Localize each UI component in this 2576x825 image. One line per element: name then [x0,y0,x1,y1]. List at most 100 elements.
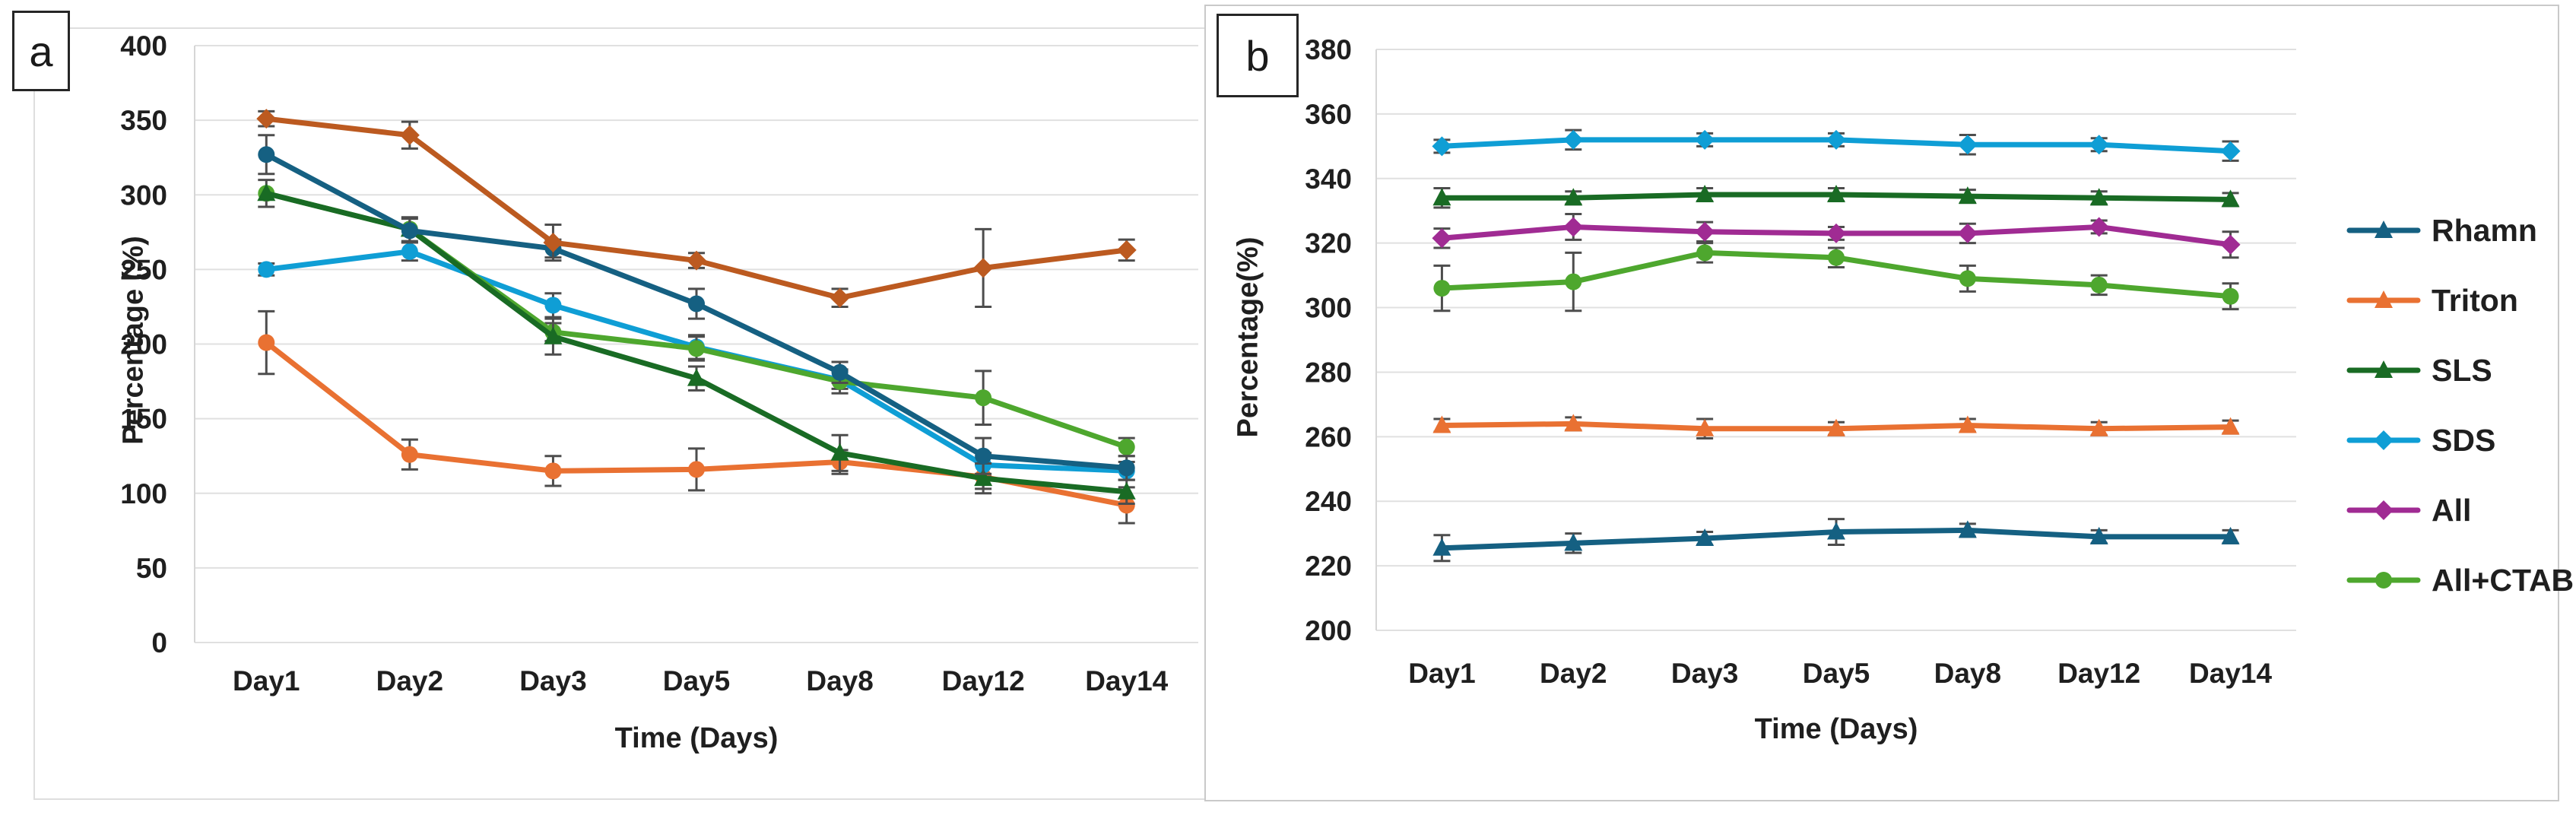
legend-label-All+CTAB: All+CTAB [2432,563,2574,598]
data-point [1432,188,1451,206]
data-point [2221,189,2240,208]
data-point [258,146,275,163]
data-point [1696,244,1714,262]
data-point [2089,526,2108,544]
panel-a-x-axis-title: Time (Days) [614,722,779,754]
data-point [2221,417,2240,435]
data-point [544,326,563,344]
data-point [975,447,992,465]
panel-b: 200 220 240 260 280 300 320 340 360 380 Day1 Day2 Da… [1305,34,2574,689]
series-All [1432,212,2241,259]
y-tick-label: 250 [120,254,167,285]
data-point [1432,538,1451,556]
data-point [258,261,275,278]
panel-a-label: a [29,27,53,75]
data-point [830,287,850,308]
legend-marker-All+CTAB [2375,572,2392,589]
data-point [688,295,705,313]
data-point [1695,221,1715,242]
y-tick-label: 100 [120,478,167,509]
legend-marker-SDS [2374,430,2394,450]
legend-label-SLS: SLS [2432,353,2492,388]
data-point [1564,188,1583,206]
x-tick-label: Day14 [1085,665,1168,696]
legend-marker-Triton [2375,290,2393,308]
legend: Rhamn Triton SLS SDS All All+CTAB [2346,213,2574,598]
data-point [1958,520,1977,538]
x-tick-label: Day3 [1671,658,1738,689]
data-point [1433,280,1451,297]
data-point [1827,185,1845,202]
data-point [2221,526,2240,544]
y-tick-label: 350 [120,105,167,136]
legend-label-Rhamn: Rhamn [2432,213,2537,248]
series-Rhamn [1432,518,2240,563]
data-point [1826,223,1846,243]
data-point [543,233,563,253]
data-point [688,461,705,478]
data-point [1565,273,1582,290]
data-point [2222,287,2239,305]
x-tick-label: Day1 [1408,658,1475,689]
x-tick-label: Day8 [1934,658,2001,689]
data-point [2089,188,2108,206]
data-point [256,109,277,129]
data-point [401,446,418,463]
data-point [1696,528,1715,547]
data-point [1116,240,1137,260]
y-tick-label: 300 [120,179,167,211]
legend-marker-Rhamn [2375,221,2393,238]
legend-label-Triton: Triton [2432,283,2518,318]
data-point [1827,522,1845,540]
data-point [687,368,706,386]
legend-marker-SLS [2375,360,2393,378]
data-point [1563,217,1584,237]
data-point [830,443,849,461]
data-point [1118,459,1135,477]
data-point [258,334,275,351]
data-point [2089,418,2108,436]
data-point [1957,135,1978,155]
data-point [1827,418,1845,436]
data-point [2090,276,2108,294]
panel-b-label-box: b [1217,14,1299,97]
data-point [1432,415,1451,433]
y-tick-label: 0 [151,627,167,658]
series-line-All+CTAB [263,190,1130,450]
x-tick-label: Day2 [1540,658,1607,689]
data-point [688,340,705,357]
x-tick-label: Day12 [942,665,1025,696]
y-tick-label: 240 [1305,486,1352,517]
data-point [2220,141,2241,161]
data-point [1563,129,1584,150]
x-tick-label: Day8 [806,665,873,696]
y-tick-label: 380 [1305,34,1352,65]
panel-b-y-axis-title: Percentage(%) [1232,236,1264,438]
data-point [401,243,418,260]
x-tick-label: Day1 [233,665,300,696]
data-point [831,363,849,381]
data-point [1564,533,1583,551]
series-All+CTAB [1433,242,2239,313]
data-point [1828,249,1845,266]
y-tick-label: 50 [136,553,167,584]
x-tick-label: Day14 [2189,658,2272,689]
data-point [1826,129,1846,150]
data-point [1118,438,1135,455]
data-point [1432,228,1452,249]
data-point [1957,223,1978,243]
data-point [1696,185,1715,202]
y-tick-label: 300 [1305,293,1352,324]
y-tick-label: 200 [1305,615,1352,646]
data-point [399,125,420,145]
series-SLS [1432,185,2240,209]
y-tick-label: 280 [1305,357,1352,388]
series-SDS [1432,129,2241,162]
panel-a-y-axis-title: Percentage (%) [117,236,150,445]
legend-marker-All [2374,500,2394,520]
x-tick-label: Day12 [2057,658,2140,689]
data-point [544,297,562,314]
data-point [2089,135,2109,155]
y-tick-label: 200 [120,329,167,360]
